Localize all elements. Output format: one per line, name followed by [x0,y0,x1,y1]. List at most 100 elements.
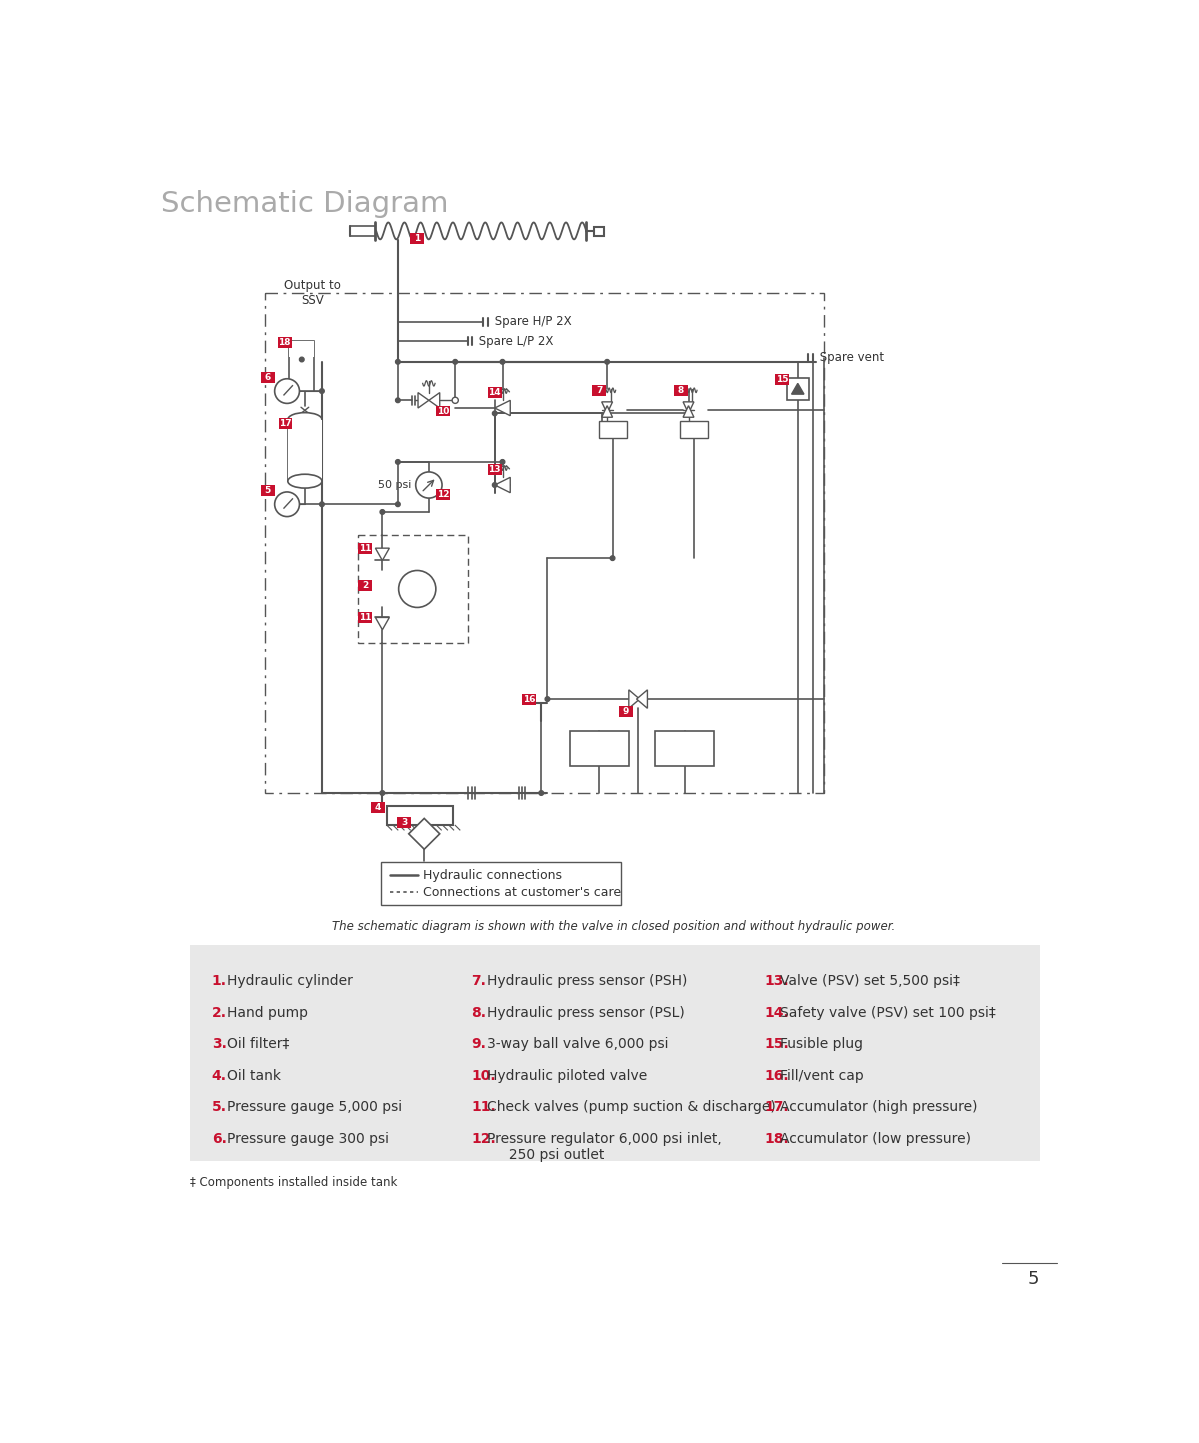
Circle shape [320,502,324,506]
Text: 15.: 15. [765,1038,789,1051]
Ellipse shape [288,475,321,488]
Bar [288,420,321,481]
Circle shape [396,460,400,465]
Text: Connections at customer's care: Connections at customer's care [423,886,621,899]
Text: 6: 6 [265,372,271,382]
Bar [191,945,1040,1162]
Text: Hydraulic press sensor (PSH): Hydraulic press sensor (PSH) [487,974,687,988]
Text: 2: 2 [362,580,368,590]
Polygon shape [637,690,647,709]
Bar [359,612,373,623]
Polygon shape [429,392,440,408]
Text: 18: 18 [278,338,291,348]
Polygon shape [602,401,613,413]
Bar [289,341,314,391]
Text: 10: 10 [436,407,448,416]
Polygon shape [409,818,440,850]
Text: 7: 7 [596,385,603,395]
Text: 14.: 14. [765,1006,789,1020]
Text: 8: 8 [677,385,683,395]
Text: Hydraulic press sensor (PSL): Hydraulic press sensor (PSL) [487,1006,685,1020]
Polygon shape [602,405,613,417]
Text: 16.: 16. [765,1069,789,1082]
Circle shape [610,556,615,560]
Polygon shape [628,690,640,709]
Circle shape [300,358,305,362]
Text: Oil tank: Oil tank [228,1069,282,1082]
Text: 17: 17 [279,418,291,429]
Ellipse shape [288,413,321,427]
Text: 9: 9 [622,707,629,716]
Text: 8.: 8. [471,1006,487,1020]
Polygon shape [375,548,390,560]
Text: Hydraulic piloted valve: Hydraulic piloted valve [487,1069,647,1082]
Text: ‡ Components installed inside tank: ‡ Components installed inside tank [191,1176,398,1189]
Text: 2.: 2. [212,1006,227,1020]
Text: 3-way ball valve 6,000 psi: 3-way ball valve 6,000 psi [487,1038,669,1051]
Circle shape [500,460,505,465]
Text: 1.: 1. [212,974,227,988]
Text: 12.: 12. [471,1131,496,1146]
Circle shape [500,359,505,364]
Bar [570,732,628,766]
Circle shape [493,483,498,488]
Circle shape [398,570,436,608]
Bar [436,405,450,417]
Bar [787,378,808,400]
Bar [488,465,501,475]
Bar [619,706,633,717]
Circle shape [275,492,300,517]
Text: The schematic diagram is shown with the valve in closed position and without hyd: The schematic diagram is shown with the … [332,921,896,934]
Text: Spare L/P 2X: Spare L/P 2X [475,335,554,348]
Bar [370,802,385,812]
Text: 12: 12 [436,489,450,499]
Bar [278,418,293,429]
Text: 11: 11 [359,544,372,553]
Text: Fusible plug: Fusible plug [781,1038,863,1051]
Bar [488,387,501,398]
Text: Valve (PSV) set 5,500 psi‡: Valve (PSV) set 5,500 psi‡ [781,974,960,988]
Circle shape [275,378,300,404]
Text: Check valves (pump suction & discharge): Check valves (pump suction & discharge) [487,1100,776,1114]
Bar [265,293,824,794]
Text: PSL: PSL [685,424,704,434]
Bar [410,234,424,244]
Text: 4.: 4. [212,1069,227,1082]
Text: 11: 11 [359,613,372,622]
Text: 7.: 7. [471,974,487,988]
Text: 18.: 18. [765,1131,789,1146]
Bar [594,227,604,235]
Circle shape [452,397,458,404]
Text: 5.: 5. [212,1100,227,1114]
Text: Spare vent: Spare vent [815,352,884,365]
Bar [674,385,688,395]
Text: Output to
SSV: Output to SSV [284,278,341,306]
Circle shape [493,411,498,416]
Text: Accumulator (low pressure): Accumulator (low pressure) [781,1131,971,1146]
Text: 13.: 13. [765,974,789,988]
Text: Pressure gauge 300 psi: Pressure gauge 300 psi [228,1131,390,1146]
Bar [289,341,314,358]
Polygon shape [683,401,694,413]
Text: 50 psi: 50 psi [379,481,411,491]
Text: Hydraulic cylinder: Hydraulic cylinder [228,974,354,988]
Text: Accumulator (high pressure): Accumulator (high pressure) [781,1100,977,1114]
Text: PSHL
test/vent: PSHL test/vent [574,737,625,759]
Text: 11.: 11. [471,1100,496,1114]
Text: 10.: 10. [471,1069,496,1082]
Polygon shape [791,384,805,394]
Circle shape [396,398,400,403]
Text: 5: 5 [265,486,271,495]
Polygon shape [375,618,390,629]
Text: 1: 1 [414,234,421,242]
Text: Schematic Diagram: Schematic Diagram [161,190,448,218]
Bar [381,863,621,905]
Polygon shape [495,400,511,416]
Text: 6.: 6. [212,1131,227,1146]
Bar [260,485,275,496]
Text: Hydraulic connections: Hydraulic connections [423,869,561,882]
Text: 9.: 9. [471,1038,487,1051]
Text: 5: 5 [1028,1270,1040,1289]
Text: Pressure gauge 5,000 psi: Pressure gauge 5,000 psi [228,1100,403,1114]
Circle shape [546,697,550,701]
